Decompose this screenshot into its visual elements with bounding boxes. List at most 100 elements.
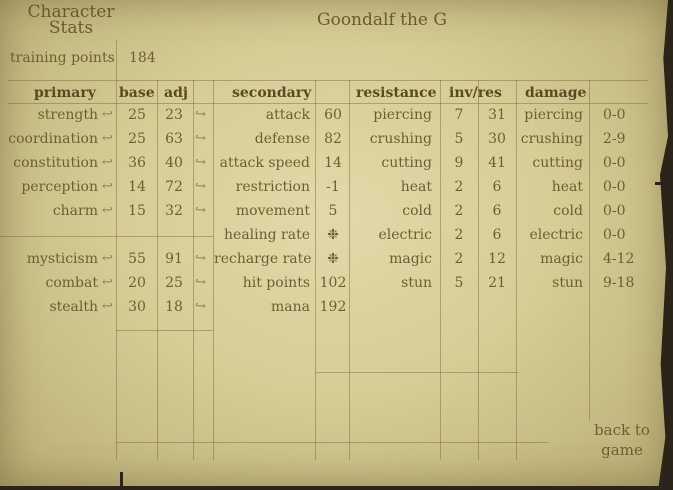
column-header-damage: damage bbox=[525, 85, 587, 101]
increase-stat-icon[interactable]: ↪ bbox=[195, 179, 206, 194]
grid-line bbox=[440, 80, 441, 460]
stat-name: strength bbox=[37, 107, 98, 123]
damage-value: 0-0 bbox=[603, 227, 626, 243]
column-header-inv-res: inv/res bbox=[449, 85, 502, 101]
column-header-primary: primary bbox=[34, 85, 96, 101]
damage-name: heat bbox=[551, 179, 583, 195]
secondary-stat-value: ❉ bbox=[327, 227, 339, 243]
secondary-stat-name: hit points bbox=[242, 275, 310, 291]
stat-adj: 63 bbox=[165, 131, 183, 147]
stat-base: 55 bbox=[128, 251, 146, 267]
damage-value: 2-9 bbox=[603, 131, 626, 147]
panel-title: Character Stats bbox=[26, 2, 116, 37]
secondary-stat-value: 102 bbox=[319, 275, 347, 291]
secondary-stat-value: 192 bbox=[319, 299, 347, 315]
stat-name: coordination bbox=[8, 131, 98, 147]
damage-value: 9-18 bbox=[603, 275, 635, 291]
decrease-stat-icon[interactable]: ↩ bbox=[102, 275, 113, 290]
secondary-stat-name: recharge rate bbox=[214, 251, 312, 267]
damage-name: crushing bbox=[520, 131, 583, 147]
secondary-stat-name: healing rate bbox=[224, 227, 310, 243]
grid-line bbox=[116, 40, 117, 460]
increase-stat-icon[interactable]: ↪ bbox=[195, 155, 206, 170]
increase-stat-icon[interactable]: ↪ bbox=[195, 131, 206, 146]
grid-line bbox=[213, 80, 214, 460]
damage-name: cutting bbox=[532, 155, 583, 171]
stat-base: 20 bbox=[128, 275, 146, 291]
increase-stat-icon[interactable]: ↪ bbox=[195, 299, 206, 314]
damage-value: 0-0 bbox=[603, 155, 626, 171]
grid-line bbox=[8, 80, 648, 81]
damage-name: cold bbox=[553, 203, 583, 219]
back-label-line1: back to bbox=[594, 421, 650, 439]
stat-adj: 18 bbox=[165, 299, 183, 315]
increase-stat-icon[interactable]: ↪ bbox=[195, 251, 206, 266]
secondary-stat-name: mana bbox=[271, 299, 310, 315]
damage-value: 4-12 bbox=[603, 251, 635, 267]
increase-stat-icon[interactable]: ↪ bbox=[195, 275, 206, 290]
resistance-name: heat bbox=[400, 179, 432, 195]
resistance-inv: 2 bbox=[454, 251, 464, 267]
decrease-stat-icon[interactable]: ↩ bbox=[102, 299, 113, 314]
grid-line bbox=[116, 442, 548, 443]
damage-value: 0-0 bbox=[603, 203, 626, 219]
grid-line bbox=[157, 80, 158, 460]
secondary-stat-value: 82 bbox=[324, 131, 342, 147]
damage-value: 0-0 bbox=[603, 179, 626, 195]
damage-name: electric bbox=[529, 227, 583, 243]
resistance-name: cutting bbox=[381, 155, 432, 171]
decrease-stat-icon[interactable]: ↩ bbox=[102, 107, 113, 122]
damage-name: stun bbox=[552, 275, 583, 291]
increase-stat-icon[interactable]: ↪ bbox=[195, 203, 206, 218]
stat-adj: 25 bbox=[165, 275, 183, 291]
resistance-res: 12 bbox=[488, 251, 506, 267]
secondary-stat-value: 60 bbox=[324, 107, 342, 123]
resistance-inv: 5 bbox=[454, 275, 464, 291]
stat-name: mysticism bbox=[26, 251, 98, 267]
resistance-name: stun bbox=[401, 275, 432, 291]
decrease-stat-icon[interactable]: ↩ bbox=[102, 179, 113, 194]
secondary-stat-name: restriction bbox=[235, 179, 310, 195]
secondary-stat-name: attack speed bbox=[219, 155, 310, 171]
stat-base: 25 bbox=[128, 131, 146, 147]
secondary-stat-value: ❉ bbox=[327, 251, 339, 267]
decrease-stat-icon[interactable]: ↩ bbox=[102, 251, 113, 266]
resistance-res: 41 bbox=[488, 155, 506, 171]
stat-adj: 91 bbox=[165, 251, 183, 267]
resistance-res: 6 bbox=[492, 227, 502, 243]
resistance-res: 31 bbox=[488, 107, 506, 123]
stat-adj: 32 bbox=[165, 203, 183, 219]
stat-base: 25 bbox=[128, 107, 146, 123]
column-header-secondary: secondary bbox=[232, 85, 312, 101]
resistance-name: piercing bbox=[373, 107, 432, 123]
panel-title-line1: Character bbox=[27, 2, 115, 22]
stat-adj: 40 bbox=[165, 155, 183, 171]
training-points-label: training points bbox=[10, 50, 115, 66]
damage-name: piercing bbox=[524, 107, 583, 123]
resistance-name: crushing bbox=[369, 131, 432, 147]
secondary-stat-value: 5 bbox=[328, 203, 338, 219]
torn-edge bbox=[120, 472, 123, 490]
decrease-stat-icon[interactable]: ↩ bbox=[102, 155, 113, 170]
decrease-stat-icon[interactable]: ↩ bbox=[102, 131, 113, 146]
resistance-name: cold bbox=[402, 203, 432, 219]
grid-line bbox=[478, 80, 479, 460]
stat-name: charm bbox=[52, 203, 98, 219]
grid-line bbox=[315, 80, 316, 460]
grid-line bbox=[116, 330, 213, 331]
stat-name: perception bbox=[21, 179, 98, 195]
stat-adj: 23 bbox=[165, 107, 183, 123]
grid-line bbox=[349, 80, 350, 460]
resistance-res: 21 bbox=[488, 275, 506, 291]
back-to-game-button[interactable]: back to game bbox=[590, 420, 654, 460]
resistance-res: 30 bbox=[488, 131, 506, 147]
stat-name: stealth bbox=[49, 299, 98, 315]
stat-name: combat bbox=[45, 275, 98, 291]
decrease-stat-icon[interactable]: ↩ bbox=[102, 203, 113, 218]
increase-stat-icon[interactable]: ↪ bbox=[195, 107, 206, 122]
resistance-name: magic bbox=[389, 251, 432, 267]
grid-line bbox=[516, 80, 517, 460]
grid-line bbox=[315, 372, 518, 373]
grid-line bbox=[8, 103, 648, 104]
